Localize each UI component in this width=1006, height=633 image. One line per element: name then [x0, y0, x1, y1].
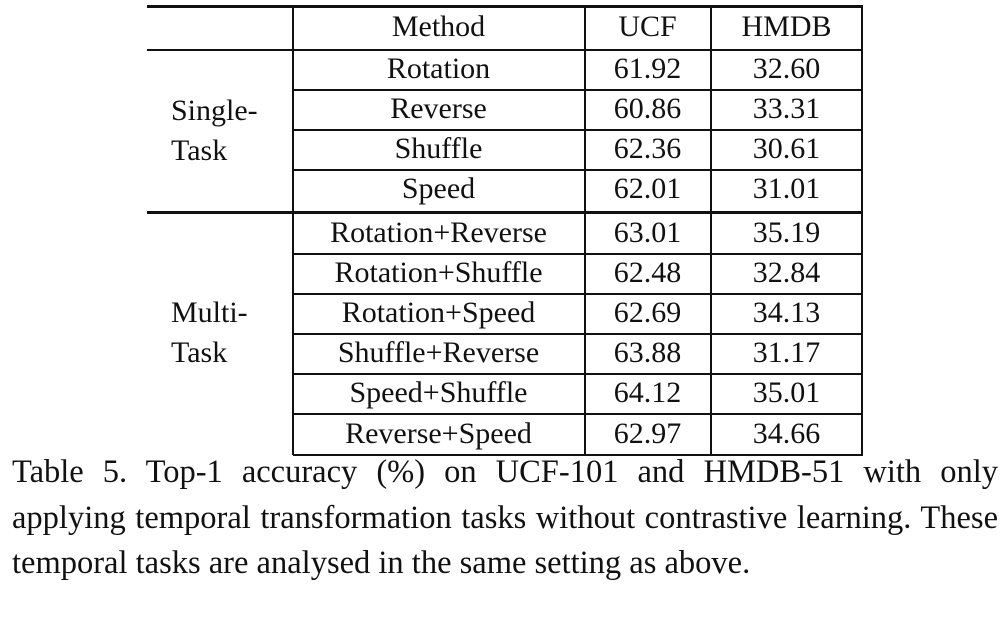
hmdb-cell: 30.61 — [752, 132, 821, 165]
row-rule — [293, 413, 863, 415]
row-rule — [293, 293, 863, 295]
column-divider — [710, 5, 712, 455]
method-cell: Reverse — [390, 92, 487, 125]
ucf-cell: 63.88 — [613, 336, 682, 369]
method-cell: Speed — [401, 172, 476, 205]
method-cell: Speed+Shuffle — [349, 376, 528, 409]
ucf-cell: 61.92 — [613, 52, 682, 85]
column-divider — [861, 5, 863, 455]
hmdb-cell: 35.19 — [752, 216, 821, 249]
ucf-cell: 62.69 — [613, 296, 682, 329]
ucf-cell: 62.97 — [613, 417, 682, 450]
ucf-cell: 62.01 — [613, 172, 682, 205]
hmdb-cell: 31.17 — [752, 336, 821, 369]
method-cell: Shuffle — [394, 132, 483, 165]
row-rule — [293, 373, 863, 375]
group-label-line: Task — [171, 336, 228, 369]
header-ucf: UCF — [618, 10, 677, 43]
ucf-cell: 62.36 — [613, 132, 682, 165]
group-label-line: Task — [171, 134, 228, 167]
row-rule — [293, 129, 863, 131]
table-bottom-rule — [293, 454, 863, 456]
hmdb-cell: 31.01 — [752, 172, 821, 205]
method-cell: Rotation+Reverse — [330, 216, 547, 249]
group-label-line: Multi- — [171, 296, 248, 329]
row-rule — [293, 333, 863, 335]
row-rule — [293, 169, 863, 171]
method-cell: Rotation+Speed — [341, 296, 536, 329]
hmdb-cell: 34.66 — [752, 417, 821, 450]
method-cell: Reverse+Speed — [345, 417, 532, 450]
ucf-cell: 64.12 — [613, 376, 682, 409]
table-caption: Table 5. Top-1 accuracy (%) on UCF-101 a… — [12, 454, 998, 581]
hmdb-cell: 32.60 — [752, 52, 821, 85]
header-hmdb: HMDB — [741, 10, 832, 43]
hmdb-cell: 32.84 — [752, 256, 821, 289]
method-cell: Rotation+Shuffle — [334, 256, 543, 289]
column-divider — [292, 5, 294, 455]
header-rule — [147, 49, 863, 51]
ucf-cell: 60.86 — [613, 92, 682, 125]
column-divider — [584, 5, 586, 455]
method-cell: Rotation — [386, 52, 491, 85]
row-rule — [293, 89, 863, 91]
group-label-single-task: Single- Task — [147, 91, 292, 171]
group-label-line: Single- — [171, 94, 258, 127]
row-rule — [293, 253, 863, 255]
hmdb-cell: 34.13 — [752, 296, 821, 329]
group-label-multi-task: Multi- Task — [147, 293, 292, 373]
group-rule — [147, 211, 863, 214]
ucf-cell: 63.01 — [613, 216, 682, 249]
hmdb-cell: 35.01 — [752, 376, 821, 409]
method-cell: Shuffle+Reverse — [337, 336, 540, 369]
header-method: Method — [391, 10, 486, 43]
table-top-rule — [147, 5, 863, 8]
ucf-cell: 62.48 — [613, 256, 682, 289]
hmdb-cell: 33.31 — [752, 92, 821, 125]
